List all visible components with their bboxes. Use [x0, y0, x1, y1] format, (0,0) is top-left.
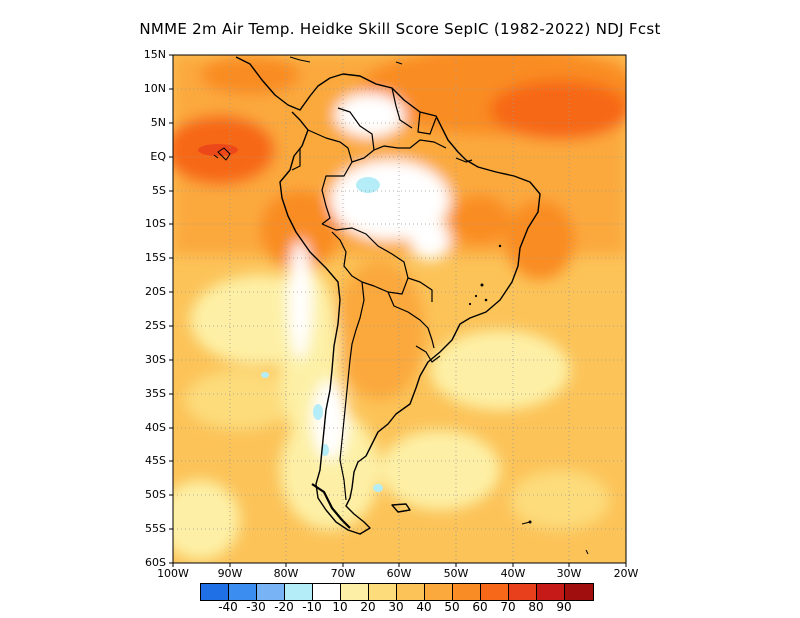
colorbar-label: 80: [528, 600, 544, 614]
lon-label-50w: 50W: [443, 567, 469, 580]
colorbar-label: 60: [472, 600, 488, 614]
colorbar-label: 70: [500, 600, 516, 614]
colorbar-label: -30: [246, 600, 266, 614]
lon-label-20w: 20W: [613, 567, 639, 580]
lon-label-90w: 90W: [217, 567, 243, 580]
colorbar-box: [565, 584, 593, 600]
lon-label-70w: 70W: [330, 567, 356, 580]
lat-label-10n: 10N: [143, 82, 166, 95]
lat-label-30s: 30S: [145, 353, 166, 366]
colorbar-box: [369, 584, 397, 600]
lon-label-100w: 100W: [157, 567, 189, 580]
colorbar-label: -10: [302, 600, 322, 614]
colorbar-box: [313, 584, 341, 600]
colorbar: [200, 583, 594, 601]
colorbar-label: -40: [218, 600, 238, 614]
colorbar-box: [397, 584, 425, 600]
colorbar-label: 20: [360, 600, 376, 614]
colorbar-box: [509, 584, 537, 600]
lat-label-50s: 50S: [145, 488, 166, 501]
tick-marks: [169, 54, 627, 567]
colorbar-box: [425, 584, 453, 600]
lat-label-55s: 55S: [145, 522, 166, 535]
lat-label-15n: 15N: [143, 48, 166, 61]
lat-label-eq: EQ: [150, 150, 166, 163]
lat-label-40s: 40S: [145, 421, 166, 434]
colorbar-label: 90: [556, 600, 572, 614]
coastlines: [213, 56, 589, 555]
lon-label-40w: 40W: [500, 567, 526, 580]
colorbar-box: [285, 584, 313, 600]
lat-label-20s: 20S: [145, 285, 166, 298]
colorbar-label: 50: [444, 600, 460, 614]
colorbar-label: 10: [332, 600, 348, 614]
lat-label-15s: 15S: [145, 251, 166, 264]
colorbar-box: [537, 584, 565, 600]
lat-label-35s: 35S: [145, 387, 166, 400]
colorbar-box: [453, 584, 481, 600]
skill-field: [173, 55, 626, 563]
colorbar-box: [481, 584, 509, 600]
colorbar-box: [257, 584, 285, 600]
map-title: NMME 2m Air Temp. Heidke Skill Score Sep…: [139, 20, 661, 38]
colorbar-box: [229, 584, 257, 600]
lon-label-60w: 60W: [386, 567, 412, 580]
colorbar-box: [341, 584, 369, 600]
lon-label-30w: 30W: [556, 567, 582, 580]
lat-label-10s: 10S: [145, 217, 166, 230]
lat-label-5s: 5S: [152, 184, 166, 197]
colorbar-box: [201, 584, 229, 600]
graticule: [173, 55, 626, 563]
lat-label-45s: 45S: [145, 454, 166, 467]
borders: [291, 87, 447, 501]
colorbar-label: -20: [274, 600, 294, 614]
lon-label-80w: 80W: [273, 567, 299, 580]
lat-label-60s: 60S: [145, 556, 166, 569]
colorbar-label: 40: [416, 600, 432, 614]
lat-label-5n: 5N: [150, 116, 166, 129]
lat-label-25s: 25S: [145, 319, 166, 332]
colorbar-label: 30: [388, 600, 404, 614]
small-islands: [468, 244, 532, 524]
